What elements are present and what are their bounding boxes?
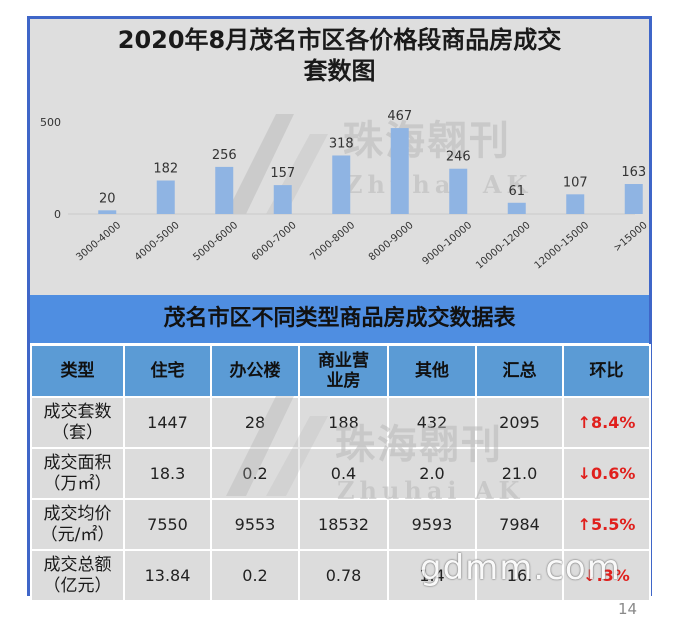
bar [566, 194, 585, 214]
table-cell: 1.4 [387, 549, 477, 602]
table-cell: 16. [475, 549, 564, 602]
table-cell: 9553 [210, 498, 300, 551]
x-tick-label: 5000-6000 [191, 220, 240, 263]
row-label: 成交总额（亿元） [30, 549, 125, 602]
bar [507, 202, 526, 214]
table-row: 成交均价（元/㎡） 7550 9553 18532 9593 7984 ↑5.5… [30, 498, 651, 551]
x-tick-label: 12000-15000 [533, 220, 592, 272]
table-cell: 13.84 [123, 549, 212, 602]
header-type: 类型 [30, 344, 125, 398]
ratio-cell: ↑5.5% [562, 498, 651, 551]
table-title: 茂名市区不同类型商品房成交数据表 [163, 306, 516, 331]
table-cell: 7984 [475, 498, 564, 551]
bar [215, 166, 234, 214]
data-label: 246 [446, 150, 471, 165]
table-cell: 0.4 [298, 447, 389, 500]
data-label: 256 [212, 148, 237, 163]
table-cell: 9593 [387, 498, 477, 551]
table-cell: 28 [210, 396, 300, 449]
data-label: 20 [99, 191, 116, 206]
chart-title-line-2: 套数图 [303, 57, 376, 85]
bar [98, 210, 117, 214]
y-tick-label: 500 [40, 116, 61, 129]
table-cell: 18.3 [123, 447, 212, 500]
bar [156, 180, 175, 214]
data-label: 163 [621, 165, 646, 180]
table-cell: 432 [387, 396, 477, 449]
table-cell: 1447 [123, 396, 212, 449]
page-number: 14 [618, 600, 638, 618]
table-cell: 0.2 [210, 447, 300, 500]
bar [332, 155, 351, 214]
bar [273, 185, 292, 214]
x-tick-label: 9000-10000 [420, 220, 474, 268]
ratio-cell: ↑8.4% [562, 396, 651, 449]
table-title-band [30, 295, 649, 343]
data-label: 157 [270, 166, 295, 181]
bar [449, 168, 468, 214]
chart-title-line-1: 2020年8月茂名市区各价格段商品房成交 [117, 26, 562, 54]
y-tick-label: 0 [54, 208, 61, 221]
data-label: 182 [153, 162, 178, 177]
ratio-cell: ↓0.6% [562, 447, 651, 500]
data-label: 61 [508, 184, 525, 199]
x-tick-label: 6000-7000 [250, 220, 299, 263]
data-label: 107 [563, 175, 588, 190]
bar [624, 184, 643, 214]
ratio-cell: ↓.3% [562, 549, 651, 602]
table-row: 成交套数（套） 1447 28 188 432 2095 ↑8.4% [30, 396, 651, 449]
data-label: 318 [329, 136, 354, 151]
table-cell: 188 [298, 396, 389, 449]
x-tick-label: 8000-9000 [367, 220, 416, 263]
row-label: 成交套数（套） [30, 396, 125, 449]
header-commercial: 商业营业房 [298, 344, 389, 398]
bar [390, 128, 409, 214]
header-other: 其他 [387, 344, 477, 398]
row-label: 成交面积（万㎡） [30, 447, 125, 500]
table-cell: 18532 [298, 498, 389, 551]
x-tick-label: 10000-12000 [474, 220, 533, 272]
table-cell: 0.78 [298, 549, 389, 602]
header-ratio: 环比 [562, 344, 651, 398]
row-label: 成交均价（元/㎡） [30, 498, 125, 551]
table-row: 成交面积（万㎡） 18.3 0.2 0.4 2.0 21.0 ↓0.6% [30, 447, 651, 500]
table-header-row: 类型 住宅 办公楼 商业营业房 其他 汇总 环比 [30, 344, 651, 398]
bar-chart: 0 500 20 3000-4000 182 4000-5000 256 5000-6000 1… [40, 109, 649, 272]
table-cell: 2.0 [387, 447, 477, 500]
data-table: 类型 住宅 办公楼 商业营业房 其他 汇总 环比 成交套数（套） 1447 28… [30, 344, 651, 602]
site-watermark: gdmm.com [420, 548, 621, 588]
table-row: 成交总额（亿元） 13.84 0.2 0.78 1.4 16. ↓.3% [30, 549, 651, 602]
table-cell: 0.2 [210, 549, 300, 602]
table-cell: 2095 [475, 396, 564, 449]
watermark-logo-icon-table [226, 396, 328, 496]
table-cell: 21.0 [475, 447, 564, 500]
chart-title: 2020年8月茂名市区各价格段商品房成交 套数图 [30, 25, 649, 87]
x-tick-label: 4000-5000 [133, 220, 182, 263]
data-label: 467 [387, 109, 412, 124]
header-total: 汇总 [475, 344, 564, 398]
table-cell: 7550 [123, 498, 212, 551]
x-tick-label: 3000-4000 [74, 220, 123, 263]
header-residential: 住宅 [123, 344, 212, 398]
x-tick-label: >15000 [612, 220, 649, 254]
header-office: 办公楼 [210, 344, 300, 398]
x-tick-label: 7000-8000 [308, 220, 357, 263]
